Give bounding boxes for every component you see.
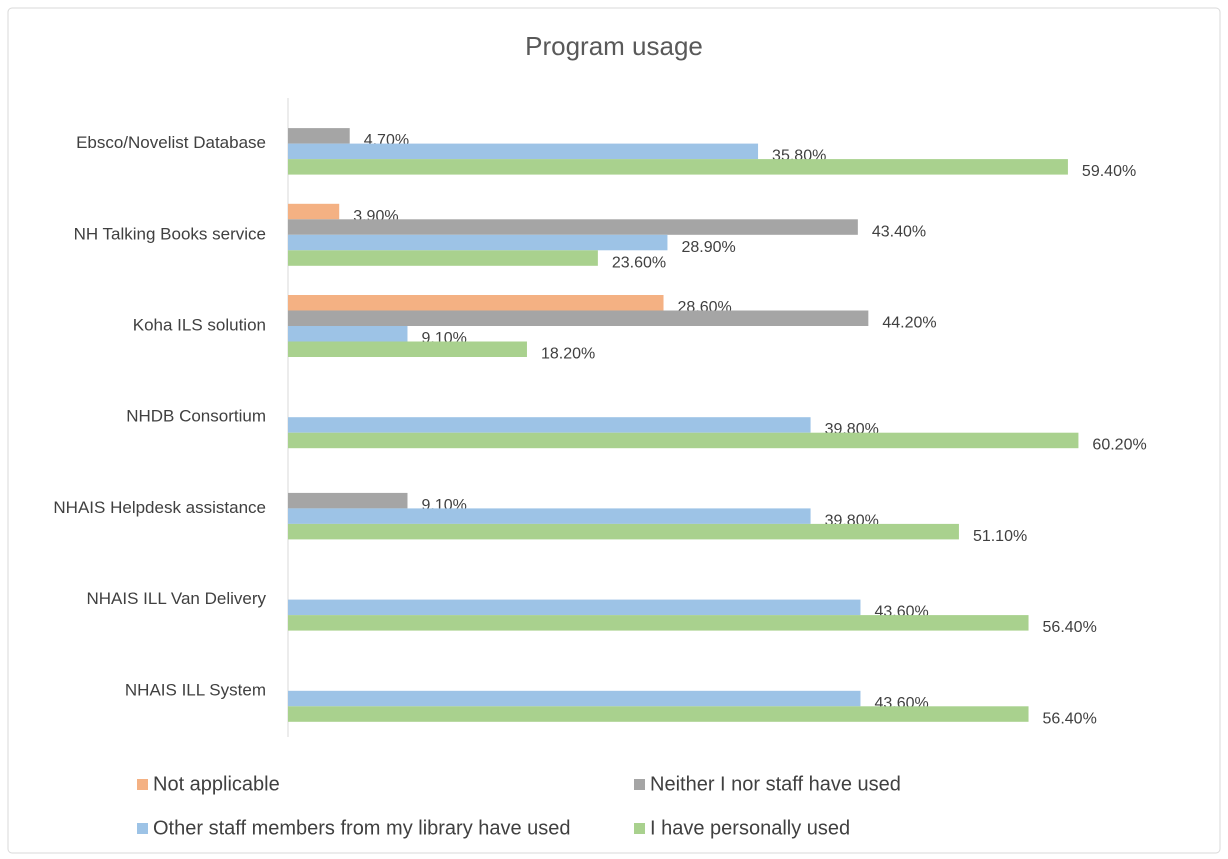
legend-swatch — [634, 779, 645, 790]
bar — [288, 128, 350, 144]
category-label: NHAIS ILL Van Delivery — [86, 589, 266, 608]
bar — [288, 523, 959, 540]
bar — [288, 219, 858, 235]
data-label: 28.90% — [681, 239, 735, 256]
bar — [288, 341, 527, 357]
data-label: 56.40% — [1043, 619, 1097, 636]
data-label: 51.10% — [973, 528, 1027, 545]
bar — [288, 295, 664, 311]
data-label: 18.20% — [541, 345, 595, 362]
data-label: 59.40% — [1082, 163, 1136, 180]
bar — [288, 492, 408, 509]
category-label: NHDB Consortium — [126, 407, 266, 426]
category-label: NH Talking Books service — [74, 224, 266, 243]
legend-label: Other staff members from my library have… — [153, 817, 571, 839]
category-label: NHAIS Helpdesk assistance — [53, 498, 266, 517]
bar — [288, 432, 1079, 449]
legend-label: Not applicable — [153, 773, 280, 795]
bar — [288, 706, 1029, 722]
chart-title: Program usage — [525, 31, 703, 61]
data-label: 60.20% — [1092, 437, 1146, 454]
category-label: Koha ILS solution — [133, 315, 266, 334]
category-label: Ebsco/Novelist Database — [76, 133, 266, 152]
legend-swatch — [137, 779, 148, 790]
bar — [288, 250, 598, 266]
bar — [288, 159, 1068, 175]
data-label: 23.60% — [612, 254, 666, 271]
legend-swatch — [634, 823, 645, 834]
bar — [288, 599, 861, 616]
legend-label: Neither I nor staff have used — [650, 773, 901, 795]
bar — [288, 234, 668, 251]
data-label: 44.20% — [882, 314, 936, 331]
legend-swatch — [137, 823, 148, 834]
data-label: 56.40% — [1043, 710, 1097, 727]
bar — [288, 508, 811, 524]
bar — [288, 310, 869, 326]
bar — [288, 143, 759, 160]
data-label: 43.40% — [872, 223, 926, 240]
category-label: NHAIS ILL System — [125, 680, 266, 699]
bar — [288, 203, 340, 220]
bar — [288, 615, 1029, 631]
bar — [288, 690, 861, 707]
bar — [288, 326, 408, 342]
bar — [288, 417, 811, 433]
legend-label: I have personally used — [650, 817, 850, 839]
